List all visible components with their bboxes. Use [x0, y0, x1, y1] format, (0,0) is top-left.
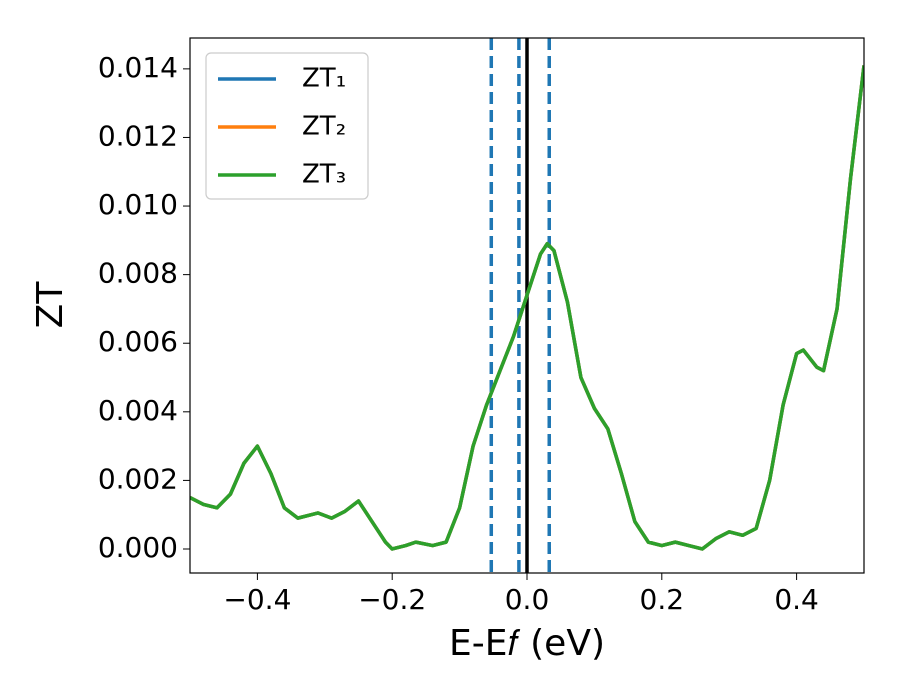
legend-box: [205, 52, 369, 200]
x-tick-label: 0.0: [505, 583, 550, 616]
x-tick-label: −0.4: [223, 583, 291, 616]
y-tick-label: 0.010: [98, 188, 178, 221]
y-tick-label: 0.006: [98, 325, 178, 358]
legend-label: ZT₂: [302, 112, 346, 142]
x-tick-label: 0.2: [640, 583, 685, 616]
series-line: [190, 65, 864, 551]
x-tick-label: −0.2: [358, 583, 426, 616]
plot-frame: [189, 37, 865, 574]
x-axis-label: E-E𝑓 (eV): [449, 623, 605, 664]
y-tick-label: 0.014: [98, 51, 178, 84]
y-tick-label: 0.000: [98, 531, 178, 564]
y-tick-label: 0.008: [98, 257, 178, 290]
y-tick-label: 0.004: [98, 394, 178, 427]
y-tick-label: 0.002: [98, 462, 178, 495]
legend-label: ZT₁: [302, 64, 346, 94]
y-axis-label: ZT: [30, 281, 71, 329]
y-tick-label: 0.012: [98, 119, 178, 152]
x-tick-label: 0.4: [774, 583, 819, 616]
legend-label: ZT₃: [302, 160, 346, 190]
